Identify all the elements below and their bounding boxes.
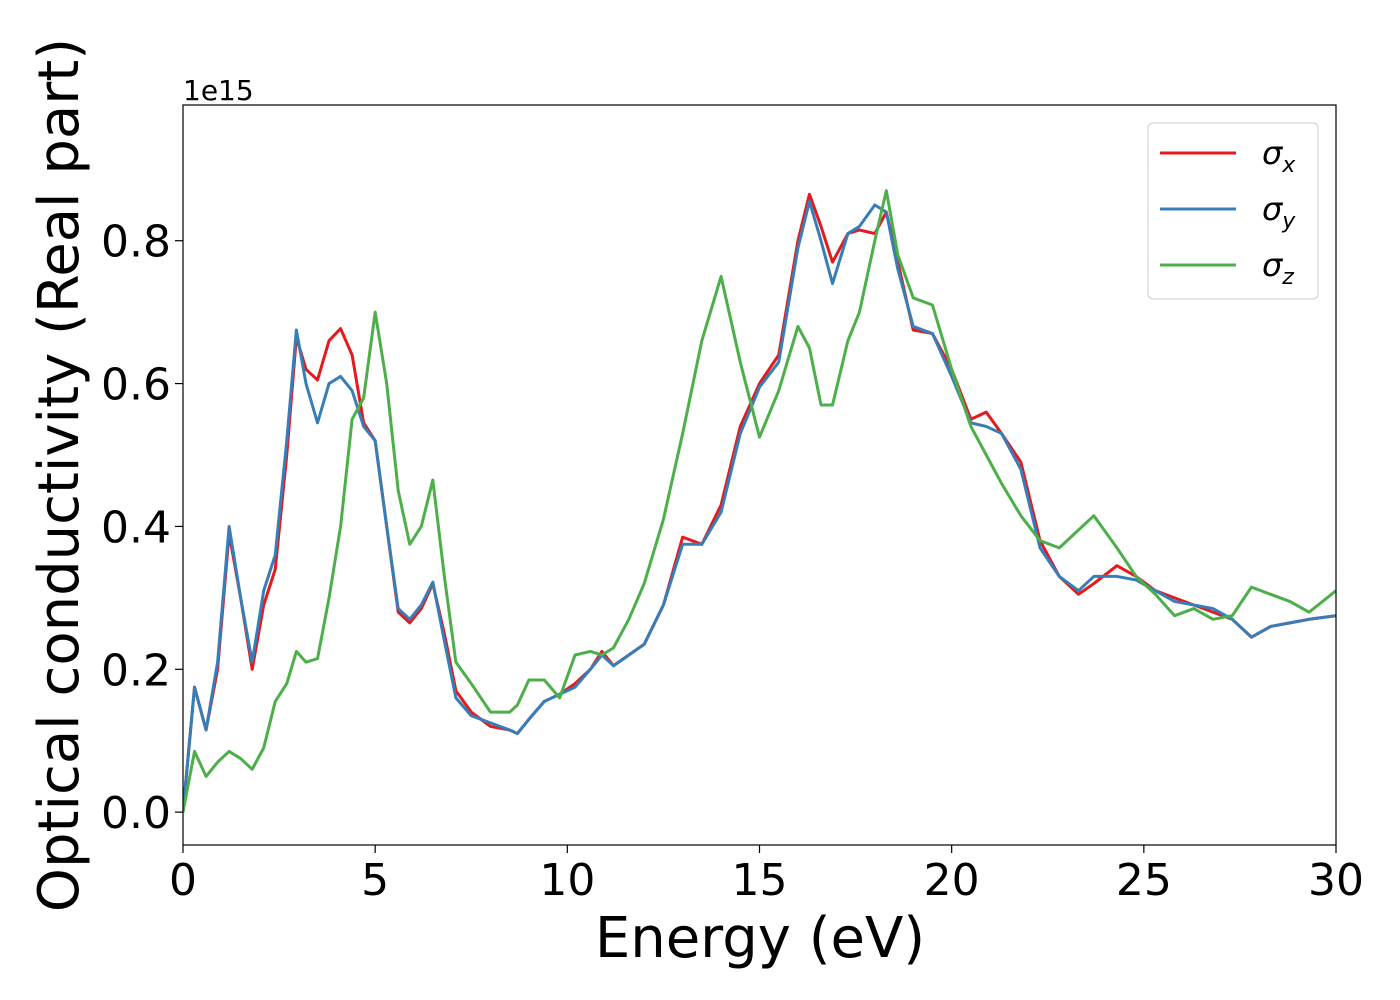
offset-label: 1e15 (183, 74, 254, 107)
legend-label: σz (1262, 246, 1294, 290)
series-line (183, 189, 1336, 813)
x-tick-label: 10 (539, 855, 595, 906)
x-tick-label: 30 (1308, 855, 1364, 906)
legend-label: σx (1262, 134, 1296, 178)
x-tick-label: 0 (169, 855, 197, 906)
y-tick-label: 0.2 (101, 645, 171, 696)
legend-box (1147, 122, 1319, 300)
x-tick-label: 25 (1116, 855, 1172, 906)
x-axis-title: Energy (eV) (595, 906, 925, 971)
y-tick-label: 0.8 (101, 217, 171, 268)
x-tick-label: 5 (361, 855, 389, 906)
y-axis-title: Optical conductivity (Real part) (27, 38, 92, 912)
series-line (183, 199, 1336, 813)
x-tick-label: 15 (732, 855, 788, 906)
y-tick-label: 0.4 (101, 502, 171, 553)
y-tick-label: 0.0 (101, 788, 171, 839)
x-tick-label: 20 (924, 855, 980, 906)
legend-label: σy (1262, 190, 1296, 234)
y-tick-label: 0.6 (101, 360, 171, 411)
